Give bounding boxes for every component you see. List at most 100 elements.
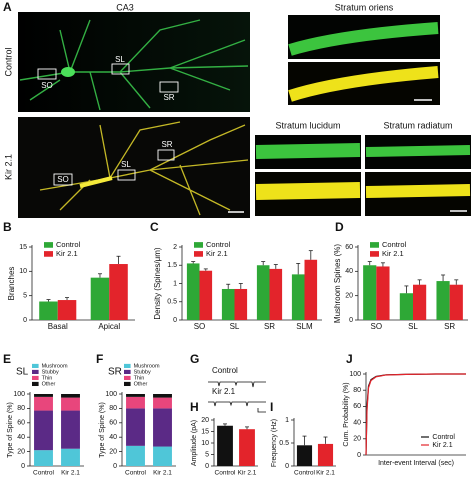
y-tick-label: 10 [19,268,27,275]
y-tick-label: 100 [105,391,117,398]
legend-label: Kir 2.1 [56,249,78,258]
x-axis-label: Inter-event Interval (sec) [378,460,454,467]
legend-label: Control [206,240,231,249]
row-label: Kir 2.1 [3,154,13,180]
legend-swatch [370,242,379,248]
y-tick-label: 40 [345,268,353,275]
image-title: Stratum lucidum [275,120,340,130]
y-tick-label: 0.5 [279,440,289,447]
y-tick-label: 100 [349,371,361,378]
y-tick-label: 0.5 [167,299,177,306]
bar [413,284,427,320]
legend-swatch [124,363,131,369]
image-title: CA3 [116,2,134,12]
y-tick-label: 0 [357,452,361,459]
bar [363,265,377,320]
legend-swatch [32,369,39,375]
y-tick-label: 0 [349,317,353,324]
y-axis-label: Frequency (Hz) [271,419,278,467]
bar-segment [126,394,145,397]
y-tick-label: 0 [285,463,289,470]
y-tick-label: 0 [205,463,209,470]
x-tick-label: Control [33,470,55,477]
legend-swatch [194,242,203,248]
bar [291,274,305,320]
y-axis-label: Cum. Probability (%) [343,382,350,446]
panel-a-text: A CA3 Stratum oriens Stratum lucidum Str… [3,0,453,184]
panel-letter: A [3,0,12,14]
bar-segment [153,408,172,447]
legend-swatch [124,381,131,387]
y-tick-label: 15 [19,244,27,251]
panel-letter: I [270,400,273,414]
legend-label: Mushroom [42,363,68,369]
bar [186,263,200,320]
legend-swatch [32,363,39,369]
region-label: SO [57,175,69,184]
image-title: Stratum oriens [335,2,394,12]
bar [57,300,77,320]
y-tick-label: 40 [109,434,117,441]
y-tick-label: 1 [173,280,177,287]
bar [90,277,110,320]
bar [436,281,450,320]
panel-letter: D [335,220,344,234]
y-tick-label: 0 [21,463,25,470]
y-tick-label: 0 [113,463,117,470]
legend-swatch [44,251,53,257]
y-axis-label: Mushroom Spines (%) [333,244,342,323]
y-axis-label: Density (Spines/μm) [153,247,162,320]
row-label: Control [3,47,13,76]
y-tick-label: 20 [17,448,25,455]
y-tick-label: 80 [109,405,117,412]
y-tick-label: 0 [173,317,177,324]
bar [317,443,334,466]
legend-swatch [32,381,39,387]
legend-label: Stubby [42,369,59,375]
bar [199,270,213,320]
bar [256,265,270,320]
legend-label: Mushroom [134,363,160,369]
x-tick-label: Basal [48,322,68,331]
bar-segment [126,408,145,446]
legend-label: Thin [42,375,53,381]
y-tick-label: 20 [345,293,353,300]
legend-swatch [124,375,131,381]
x-tick-label: SR [264,322,275,331]
y-tick-label: 80 [17,405,25,412]
y-tick-label: 10 [201,440,209,447]
legend-swatch [44,242,53,248]
panel-letter: F [96,352,103,366]
bar [39,301,58,320]
y-axis-label: Amplitude (pA) [191,420,198,466]
x-tick-label: Apical [98,322,120,331]
panel-letter: J [346,352,353,366]
y-tick-label: 15 [201,428,209,435]
y-tick-label: 100 [13,391,25,398]
bar [449,284,463,320]
region-label: SR [163,93,174,102]
microscopy-images [18,12,471,218]
bar-segment [126,396,145,409]
x-tick-label: Kir 2.1 [61,470,80,477]
y-tick-label: 60 [353,403,361,410]
legend-label: Control [56,240,81,249]
x-tick-label: SO [194,322,206,331]
panel-letter: G [190,352,199,366]
legend-label: Stubby [134,369,151,375]
y-tick-label: 5 [205,451,209,458]
bar-segment [153,397,172,409]
bar [296,445,313,466]
y-tick-label: 2 [173,244,177,251]
bar [376,266,390,320]
legend-label: Other [42,381,56,387]
legend-label: Kir 2.1 [206,249,228,258]
bar-segment [34,410,53,451]
x-tick-label: SL [230,322,240,331]
bar-segment [34,394,53,397]
y-tick-label: 80 [353,387,361,394]
image-title: Stratum radiatum [383,120,452,130]
y-tick-label: 0 [23,317,27,324]
x-tick-label: SL [408,322,418,331]
